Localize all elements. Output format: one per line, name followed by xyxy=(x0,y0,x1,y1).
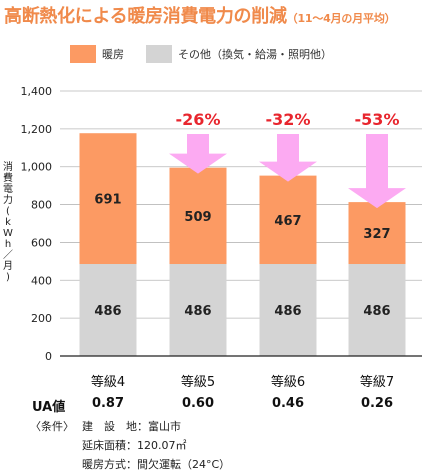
x-tick-label: 等級6 xyxy=(271,374,305,390)
reduction-arrow xyxy=(348,134,406,209)
bar-segment-heating xyxy=(169,167,227,265)
chart-title: 高断熱化による暖房消費電力の削減（11～4月の月平均） xyxy=(4,2,396,28)
y-axis-label-char: ( xyxy=(6,206,10,217)
data-label-heating: 691 xyxy=(94,193,121,208)
y-tick-label: 800 xyxy=(31,199,52,212)
y-tick-label: 600 xyxy=(31,236,52,249)
legend-label-heating: 暖房 xyxy=(102,48,124,61)
x-tick-label: 等級7 xyxy=(360,374,394,390)
ua-label: UA値 xyxy=(32,400,66,415)
data-label-heating: 509 xyxy=(184,210,211,225)
reduction-label: -32% xyxy=(266,110,311,129)
y-axis-label-char: 力 xyxy=(3,195,13,206)
chart-title-sub: （11～4月の月平均） xyxy=(286,12,396,25)
y-axis-label-char: 電 xyxy=(3,184,13,195)
y-axis-label-char: 費 xyxy=(3,173,13,184)
y-tick-label: 1,400 xyxy=(21,85,53,98)
y-axis-label-char: W xyxy=(3,228,13,239)
ua-value: 0.60 xyxy=(181,396,215,411)
x-tick-label: 等級5 xyxy=(181,374,215,390)
bar-segment-other xyxy=(259,264,317,356)
legend-swatch-other xyxy=(146,45,172,63)
data-label-other: 486 xyxy=(363,304,390,319)
reduction-arrow xyxy=(259,134,317,182)
data-label-other: 486 xyxy=(94,304,121,319)
y-axis-label-char: k xyxy=(5,217,11,228)
data-label-heating: 327 xyxy=(363,227,390,242)
y-tick-label: 1,000 xyxy=(21,161,53,174)
y-axis-label-char: 消 xyxy=(3,162,13,173)
bar-segment-heating xyxy=(259,175,317,265)
y-tick-label: 1,200 xyxy=(21,123,53,136)
y-tick-label: 400 xyxy=(31,274,52,287)
data-label-other: 486 xyxy=(274,304,301,319)
legend-item-other: その他（換気・給湯・照明他） xyxy=(146,45,332,63)
y-tick-label: 0 xyxy=(45,350,52,363)
legend: 暖房 その他（換気・給湯・照明他） xyxy=(70,45,354,63)
y-axis-label: 消 費 電 力 ( k W h ／ 月 ) xyxy=(2,162,14,283)
ua-value: 0.26 xyxy=(360,396,394,411)
bar-segment-other xyxy=(79,264,137,356)
legend-label-other: その他（換気・給湯・照明他） xyxy=(178,48,332,61)
conditions-tag: 〈条件〉 xyxy=(30,420,74,433)
legend-item-heating: 暖房 xyxy=(70,45,124,63)
y-axis-label-char: ) xyxy=(6,272,10,283)
chart-title-main: 高断熱化による暖房消費電力の削減 xyxy=(4,6,287,27)
bar-segment-other xyxy=(348,264,406,356)
data-label-other: 486 xyxy=(184,304,211,319)
y-axis-label-char: ／ xyxy=(3,250,13,261)
y-tick-label: 200 xyxy=(31,312,52,325)
y-axis-label-char: h xyxy=(4,239,12,250)
y-axis-label-char: 月 xyxy=(3,261,13,272)
x-tick-label: 等級4 xyxy=(91,374,125,390)
reduction-label: -53% xyxy=(355,110,400,129)
ua-value: 0.46 xyxy=(271,396,305,411)
reduction-label: -26% xyxy=(176,110,221,129)
data-label-heating: 467 xyxy=(274,214,301,229)
reduction-arrow xyxy=(169,134,227,174)
legend-swatch-heating xyxy=(70,45,96,63)
ua-value: 0.87 xyxy=(91,396,125,411)
bar-segment-heating xyxy=(79,133,137,265)
condition-line: 建 設 地：富山市 xyxy=(82,420,181,433)
bar-segment-heating xyxy=(348,202,406,265)
bar-segment-other xyxy=(169,264,227,356)
condition-line: 延床面積：120.07㎡ xyxy=(82,439,187,452)
condition-line: 暖房方式：間欠運転（24°C） xyxy=(82,458,231,471)
